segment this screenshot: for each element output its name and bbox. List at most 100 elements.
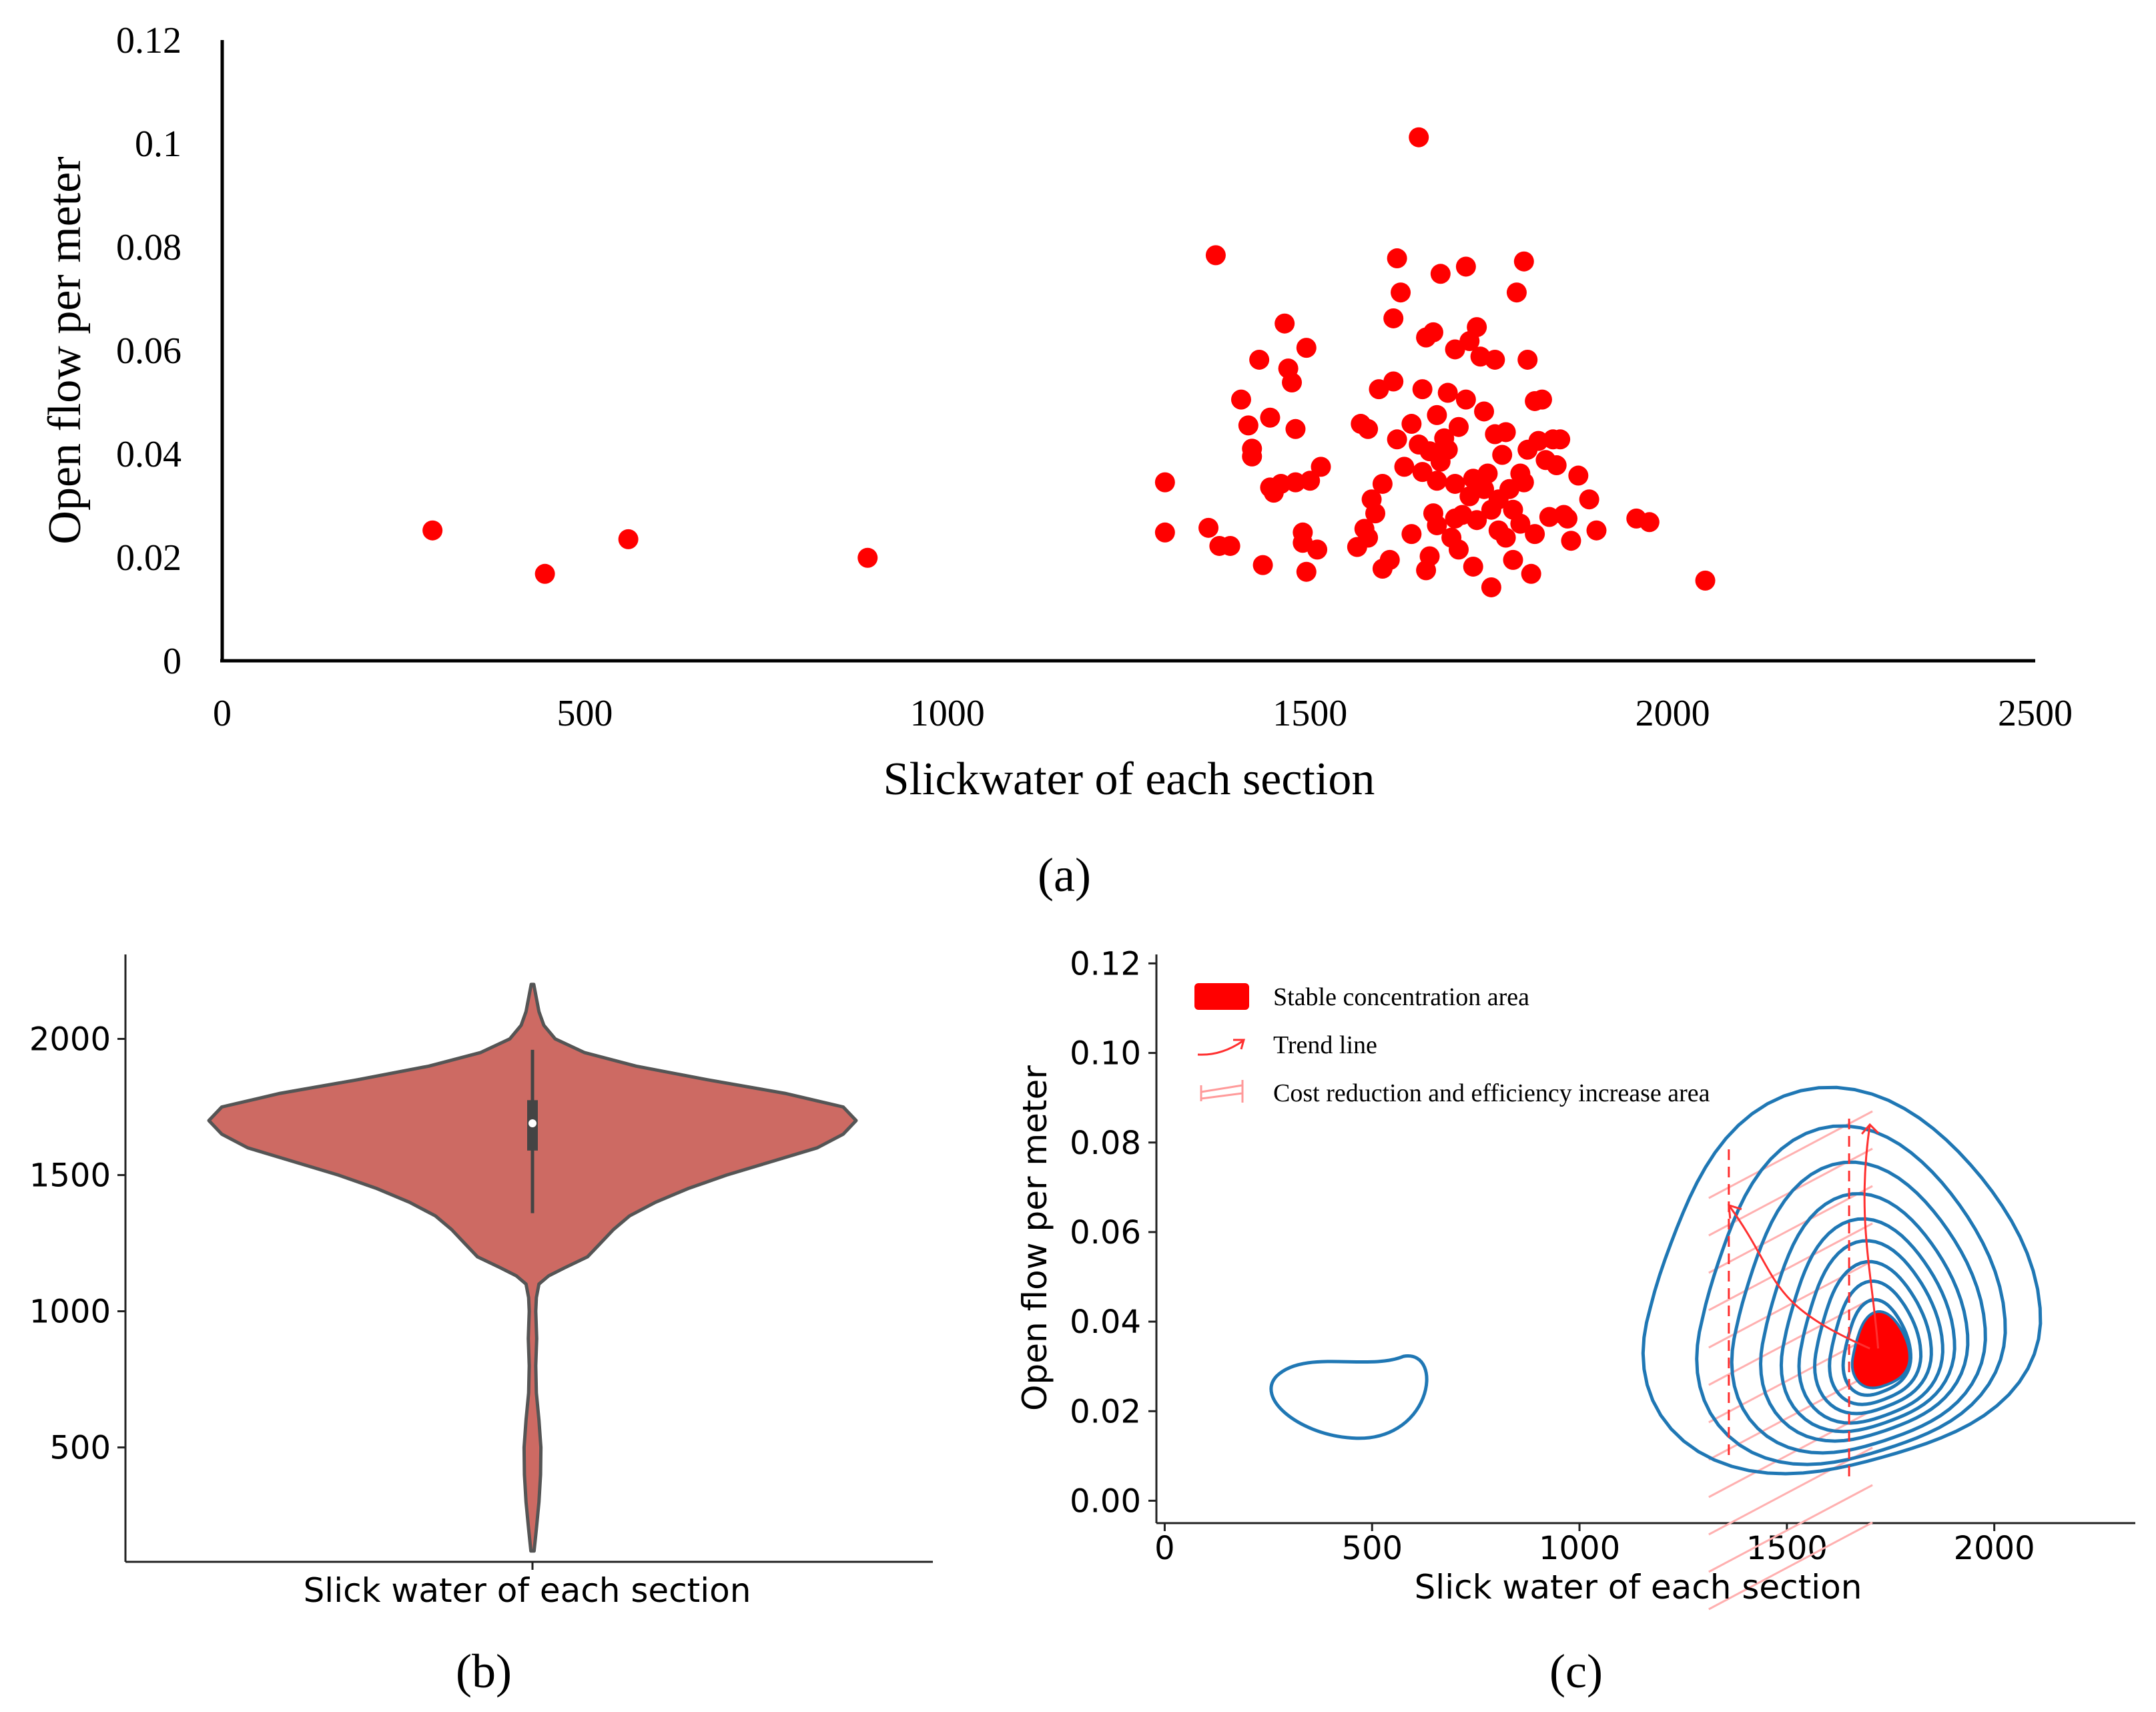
scatter-point [1495,527,1516,548]
a-y-tick-label: 0.1 [135,123,182,165]
scatter-point [1427,471,1447,491]
scatter-point [1531,389,1552,410]
scatter-point [1383,371,1404,392]
c-x-tick-label: 1500 [1746,1530,1828,1567]
c-x-tick-label: 0 [1154,1530,1175,1567]
b-y-tick-label: 500 [49,1430,111,1467]
a-x-tick-label: 1000 [910,693,985,734]
scatter-point [1242,446,1263,467]
scatter-point [1521,563,1541,584]
scatter-point [1568,465,1589,486]
scatter-point [1430,264,1451,284]
scatter-point [1513,251,1534,272]
contour-island [1269,1354,1429,1440]
scatter-point [1282,372,1303,393]
a-y-tick-label: 0 [163,641,182,682]
c-y-tick-label: 0.00 [1070,1482,1141,1520]
trend-line-up [1863,1124,1880,1349]
scatter-point [1358,418,1379,439]
b-panel-label: (b) [456,1645,512,1698]
scatter-point [1485,349,1505,370]
scatter-point [1394,457,1415,477]
scatter-point [1387,429,1407,450]
a-y-tick-label: 0.12 [116,20,182,61]
c-y-tick-label: 0.06 [1070,1214,1141,1251]
scatter-point [1474,479,1495,499]
scatter-point [1510,513,1531,534]
legend-label-trend: Trend line [1273,1031,1377,1059]
scatter-point [1586,520,1607,541]
scatter-point [1412,462,1433,483]
c-x-tick-label: 500 [1341,1530,1403,1567]
c-panel-label: (c) [1549,1645,1603,1698]
c-y-tick-label: 0.10 [1070,1035,1141,1073]
scatter-point [1695,570,1716,591]
c-x-tick-label: 1000 [1539,1530,1620,1567]
c-y-tick-label: 0.04 [1070,1304,1141,1341]
b-x-axis-label: Slick water of each section [304,1571,751,1610]
scatter-point [857,547,878,568]
contour-line [1758,1191,1970,1443]
b-y-tick-label: 2000 [29,1021,111,1059]
scatter-point [1260,407,1281,428]
scatter-point [1427,515,1447,535]
scatter-point [1387,248,1407,269]
legend-patch-icon [1194,983,1249,1010]
a-y-tick-label: 0.02 [116,537,182,579]
a-x-tick-label: 1500 [1273,693,1347,734]
scatter-point [1296,338,1317,358]
scatter-point [1525,524,1545,545]
scatter-point [1198,517,1219,538]
scatter-point [1455,389,1476,410]
scatter-point [618,529,639,549]
violin-body [207,982,858,1553]
scatter-point [1427,404,1447,425]
a-y-tick-label: 0.04 [116,434,182,475]
contour-line [1779,1217,1956,1434]
scatter-point [1271,473,1291,494]
trend-arrowhead-up [1861,1123,1880,1135]
scatter-point [1154,472,1175,493]
scatter-point [1445,473,1465,494]
scatter-point [1220,535,1240,556]
c-x-tick-label: 2000 [1954,1530,2035,1567]
a-y-axis-label: Open flow per meter [39,156,91,544]
scatter-point [1154,522,1175,543]
scatter-point [1474,401,1495,422]
scatter-point [1503,549,1523,570]
contour-line [1841,1298,1913,1397]
a-panel-label: (a) [1038,848,1091,902]
scatter-point [1467,317,1487,338]
hatch-line [1708,1521,1873,1611]
contour-line [1730,1160,1987,1455]
scatter-point [1285,418,1306,439]
scatter-point [1423,322,1443,342]
scatter-point [1296,561,1317,582]
scatter-point [1506,282,1527,303]
c-legend: Stable concentration area Trend line Cos… [1194,983,1710,1107]
a-y-tick-label: 0.08 [116,227,182,268]
legend-hatch-icon [1200,1080,1244,1103]
hatch-line [1708,1484,1873,1573]
scatter-point [1579,489,1599,510]
scatter-point [1311,457,1331,477]
c-y-axis-label: Open flow per meter [1016,1065,1054,1411]
scatter-point [1391,282,1411,303]
scatter-point [1358,527,1379,548]
scatter-point [1467,510,1487,531]
scatter-point [1477,463,1498,484]
a-x-tick-label: 500 [557,693,613,734]
hatch-line [1708,1222,1873,1312]
scatter-point [1230,389,1251,410]
a-y-tick-label: 0.06 [116,330,182,372]
scatter-point [1517,349,1538,370]
hatch-line [1708,1185,1873,1274]
scatter-point [1401,414,1422,435]
scatter-point [1409,127,1429,148]
scatter-point [1293,522,1313,543]
scatter-point [1448,416,1469,437]
scatter-point [1401,524,1422,545]
scatter-point [1300,471,1321,491]
c-y-tick-label: 0.02 [1070,1393,1141,1430]
